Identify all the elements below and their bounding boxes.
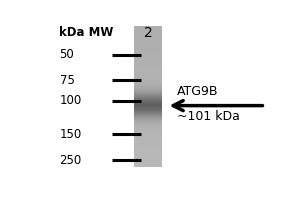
Text: kDa MW: kDa MW: [59, 26, 113, 39]
Text: 100: 100: [60, 95, 82, 108]
Text: 75: 75: [60, 74, 74, 87]
Text: ~101 kDa: ~101 kDa: [177, 110, 240, 123]
Text: 50: 50: [60, 48, 74, 61]
Text: 150: 150: [60, 128, 82, 141]
Text: ATG9B: ATG9B: [177, 85, 218, 98]
Text: 250: 250: [60, 154, 82, 167]
Text: 2: 2: [144, 26, 152, 40]
